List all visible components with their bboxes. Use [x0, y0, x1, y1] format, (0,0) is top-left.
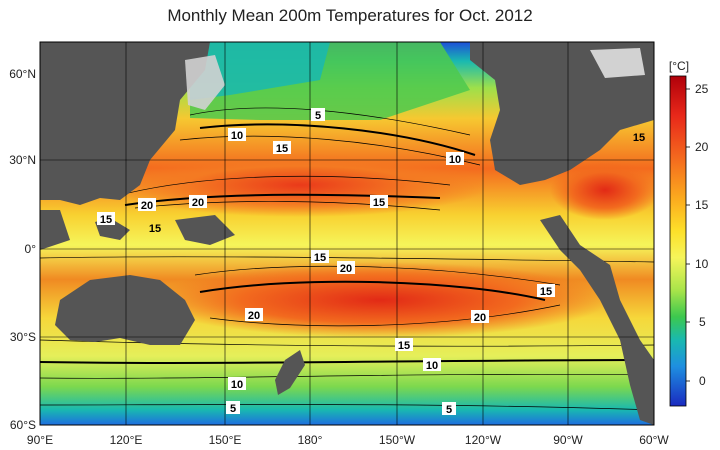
lat-label: 30°N	[9, 153, 36, 167]
major-contours	[40, 123, 654, 364]
colorbar-tick: 25	[695, 82, 709, 96]
contour-label: 10	[426, 360, 438, 372]
latitude-labels: 60°N 30°N 0° 30°S 60°S	[9, 67, 36, 432]
lon-label: 90°W	[553, 433, 583, 447]
lon-label: 120°E	[110, 433, 143, 447]
colorbar-tick: 15	[695, 198, 709, 212]
colorbar-tick: 5	[699, 315, 706, 329]
contour-label: 20	[248, 310, 260, 322]
ice-areas	[185, 48, 645, 110]
contour-label: 10	[231, 130, 243, 142]
lat-label: 0°	[25, 242, 37, 256]
contour-label: 20	[340, 263, 352, 275]
lon-label: 150°W	[379, 433, 416, 447]
colorbar-tick: 10	[695, 257, 709, 271]
contour-label: 5	[230, 403, 236, 415]
ocean-field	[40, 42, 654, 425]
contour-label: 15	[633, 132, 645, 144]
longitude-labels: 90°E 120°E 150°E 180° 150°W 120°W 90°W 6…	[27, 433, 669, 447]
colorbar-tick: 20	[695, 140, 709, 154]
lon-label: 150°E	[209, 433, 242, 447]
lat-label: 60°S	[10, 418, 36, 432]
graticule	[40, 42, 654, 425]
contour-label: 15	[149, 223, 161, 235]
contour-lines	[40, 107, 654, 411]
contour-label: 15	[540, 286, 552, 298]
contour-label: 15	[100, 214, 112, 226]
lon-label: 120°W	[465, 433, 502, 447]
contour-label-group: 5 10 15 20 15 20 15 10 15 20 15 20 15 10…	[97, 108, 645, 416]
land-masses	[40, 42, 654, 425]
contour-label: 10	[449, 154, 461, 166]
lat-label: 30°S	[10, 330, 36, 344]
map-title: Monthly Mean 200m Temperatures for Oct. …	[167, 6, 533, 25]
lon-label: 90°E	[27, 433, 53, 447]
lon-label: 60°W	[639, 433, 669, 447]
contour-label: 20	[141, 200, 153, 212]
contour-label: 20	[474, 312, 486, 324]
lat-label: 60°N	[9, 67, 36, 81]
lon-label: 180°	[298, 433, 323, 447]
colorbar: [°C] 25 20 15 10 5 0	[669, 59, 709, 407]
colorbar-unit: [°C]	[669, 59, 689, 73]
contour-label: 15	[373, 197, 385, 209]
contour-label: 15	[276, 143, 288, 155]
contour-label: 5	[315, 110, 321, 122]
contour-label: 10	[231, 379, 243, 391]
contour-label: 5	[446, 404, 452, 416]
colorbar-tick: 0	[699, 374, 706, 388]
contour-label: 20	[192, 197, 204, 209]
contour-label: 15	[314, 252, 326, 264]
contour-label: 15	[398, 340, 410, 352]
